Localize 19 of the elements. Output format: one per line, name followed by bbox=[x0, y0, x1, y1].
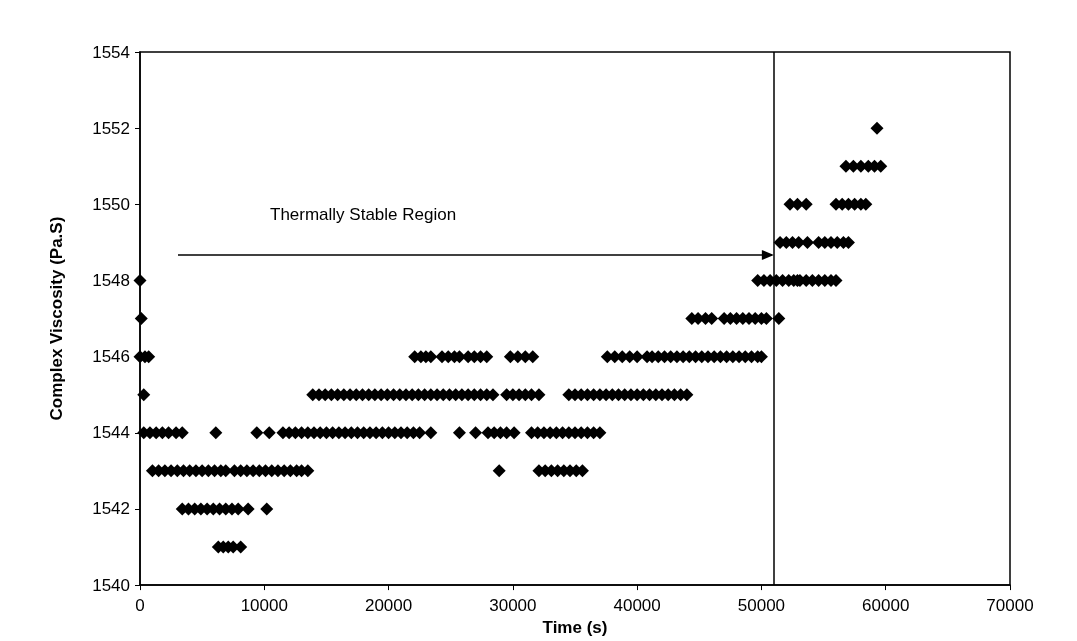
x-tick-label: 60000 bbox=[862, 596, 910, 616]
y-axis-title: Complex Viscosity (Pa.S) bbox=[47, 216, 66, 421]
x-tick-label: 0 bbox=[135, 596, 145, 616]
x-tick-label: 30000 bbox=[489, 596, 537, 616]
y-tick-label: 1554 bbox=[92, 42, 130, 62]
x-tick-label: 20000 bbox=[364, 596, 413, 616]
y-tick-label: 1552 bbox=[92, 118, 130, 138]
y-tick-label: 1546 bbox=[92, 347, 130, 367]
y-tick-label: 1550 bbox=[92, 194, 130, 214]
annotation: Thermally Stable Region bbox=[270, 205, 457, 224]
x-axis-title: Time (s) bbox=[542, 618, 608, 637]
y-tick-label: 1542 bbox=[92, 499, 130, 519]
x-tick-label: 50000 bbox=[737, 596, 786, 616]
x-tick-label: 40000 bbox=[613, 596, 661, 616]
y-tick-label: 1540 bbox=[92, 575, 130, 595]
y-tick-label: 1548 bbox=[92, 270, 130, 290]
x-tick-label: 70000 bbox=[986, 596, 1034, 616]
y-tick-label: 1544 bbox=[92, 423, 130, 443]
x-tick-label: 10000 bbox=[240, 596, 288, 616]
